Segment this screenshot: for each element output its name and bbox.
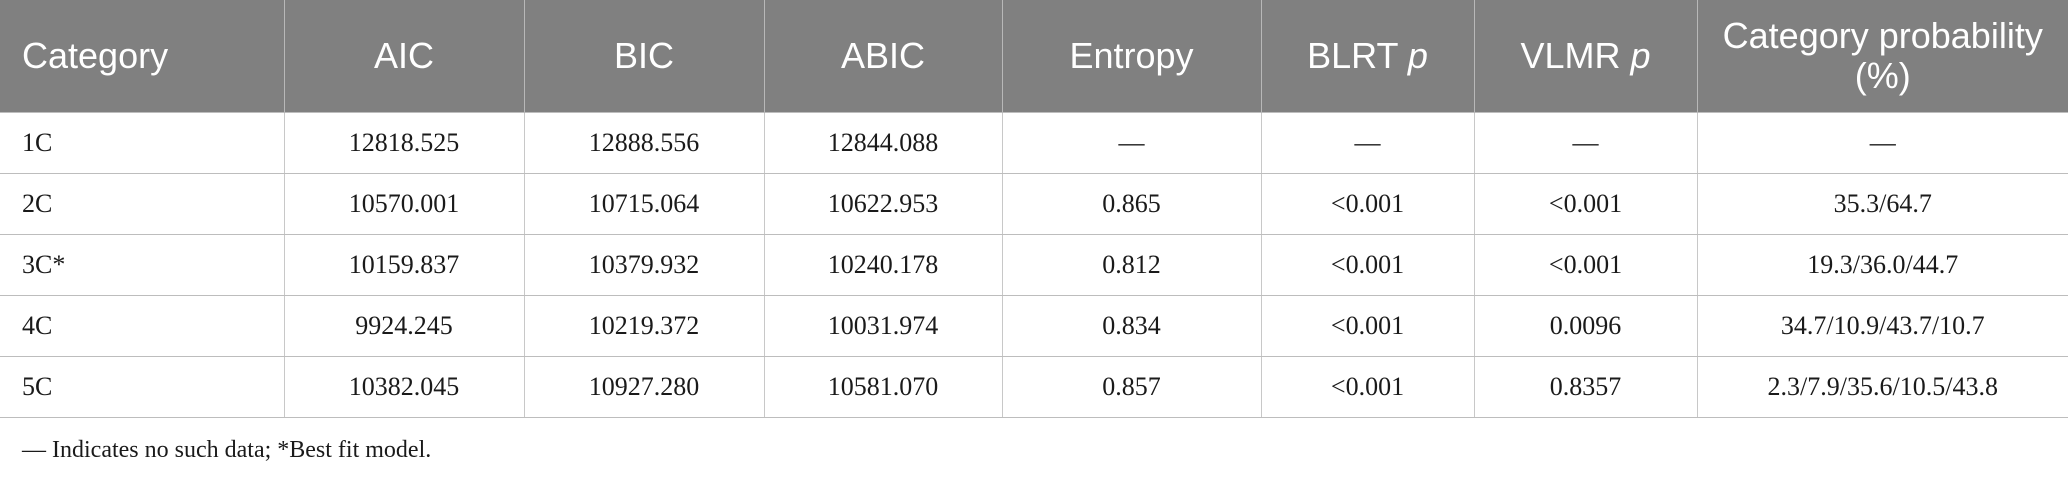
cell-category-probability: 2.3/7.9/35.6/10.5/43.8 (1696, 356, 2068, 418)
table-header: Category AIC BIC ABIC Entropy BLRT p VLM… (0, 0, 2068, 112)
cell-category: 4C (0, 295, 284, 357)
header-blrt-p: BLRT p (1260, 0, 1474, 112)
cell-entropy: 0.865 (1001, 173, 1261, 235)
header-abic: ABIC (763, 0, 1002, 112)
cell-aic: 10570.001 (283, 173, 524, 235)
cell-entropy: 0.812 (1001, 234, 1261, 296)
cell-category-probability: 34.7/10.9/43.7/10.7 (1696, 295, 2068, 357)
cell-bic: 10219.372 (523, 295, 764, 357)
table-body: 1C 12818.525 12888.556 12844.088 — — — —… (0, 111, 2068, 418)
table-row: 4C 9924.245 10219.372 10031.974 0.834 <0… (0, 295, 2068, 357)
cell-blrt-p: <0.001 (1260, 234, 1474, 296)
cell-blrt-p: — (1260, 111, 1474, 174)
cell-entropy: 0.857 (1001, 356, 1261, 418)
cell-aic: 9924.245 (283, 295, 524, 357)
cell-bic: 10927.280 (523, 356, 764, 418)
header-entropy: Entropy (1001, 0, 1261, 112)
table-row: 3C* 10159.837 10379.932 10240.178 0.812 … (0, 234, 2068, 296)
cell-abic: 10622.953 (763, 173, 1002, 235)
header-category-probability: Category probability (%) (1696, 0, 2068, 112)
cell-entropy: — (1001, 111, 1261, 174)
cell-bic: 12888.556 (523, 111, 764, 174)
table-row: 2C 10570.001 10715.064 10622.953 0.865 <… (0, 173, 2068, 235)
cell-aic: 10159.837 (283, 234, 524, 296)
table-row: 1C 12818.525 12888.556 12844.088 — — — — (0, 111, 2068, 174)
cell-vlmr-p: 0.8357 (1473, 356, 1697, 418)
header-aic: AIC (283, 0, 524, 112)
cell-abic: 10031.974 (763, 295, 1002, 357)
model-fit-table: Category AIC BIC ABIC Entropy BLRT p VLM… (0, 0, 2068, 418)
header-bic: BIC (523, 0, 764, 112)
cell-bic: 10715.064 (523, 173, 764, 235)
header-row: Category AIC BIC ABIC Entropy BLRT p VLM… (0, 0, 2068, 112)
cell-vlmr-p: <0.001 (1473, 173, 1697, 235)
cell-category: 1C (0, 111, 284, 174)
cell-abic: 12844.088 (763, 111, 1002, 174)
cell-aic: 10382.045 (283, 356, 524, 418)
cell-category: 2C (0, 173, 284, 235)
cell-category: 3C* (0, 234, 284, 296)
cell-vlmr-p: — (1473, 111, 1697, 174)
cell-entropy: 0.834 (1001, 295, 1261, 357)
cell-category-probability: — (1696, 111, 2068, 174)
table-row: 5C 10382.045 10927.280 10581.070 0.857 <… (0, 356, 2068, 418)
model-fit-table-container: Category AIC BIC ABIC Entropy BLRT p VLM… (0, 0, 2068, 418)
header-category: Category (0, 0, 284, 112)
cell-aic: 12818.525 (283, 111, 524, 174)
cell-abic: 10240.178 (763, 234, 1002, 296)
cell-blrt-p: <0.001 (1260, 173, 1474, 235)
cell-category: 5C (0, 356, 284, 418)
cell-abic: 10581.070 (763, 356, 1002, 418)
cell-category-probability: 35.3/64.7 (1696, 173, 2068, 235)
header-vlmr-p: VLMR p (1473, 0, 1697, 112)
cell-blrt-p: <0.001 (1260, 356, 1474, 418)
table-footnote: — Indicates no such data; *Best fit mode… (22, 437, 432, 463)
cell-category-probability: 19.3/36.0/44.7 (1696, 234, 2068, 296)
cell-vlmr-p: 0.0096 (1473, 295, 1697, 357)
cell-blrt-p: <0.001 (1260, 295, 1474, 357)
cell-bic: 10379.932 (523, 234, 764, 296)
cell-vlmr-p: <0.001 (1473, 234, 1697, 296)
